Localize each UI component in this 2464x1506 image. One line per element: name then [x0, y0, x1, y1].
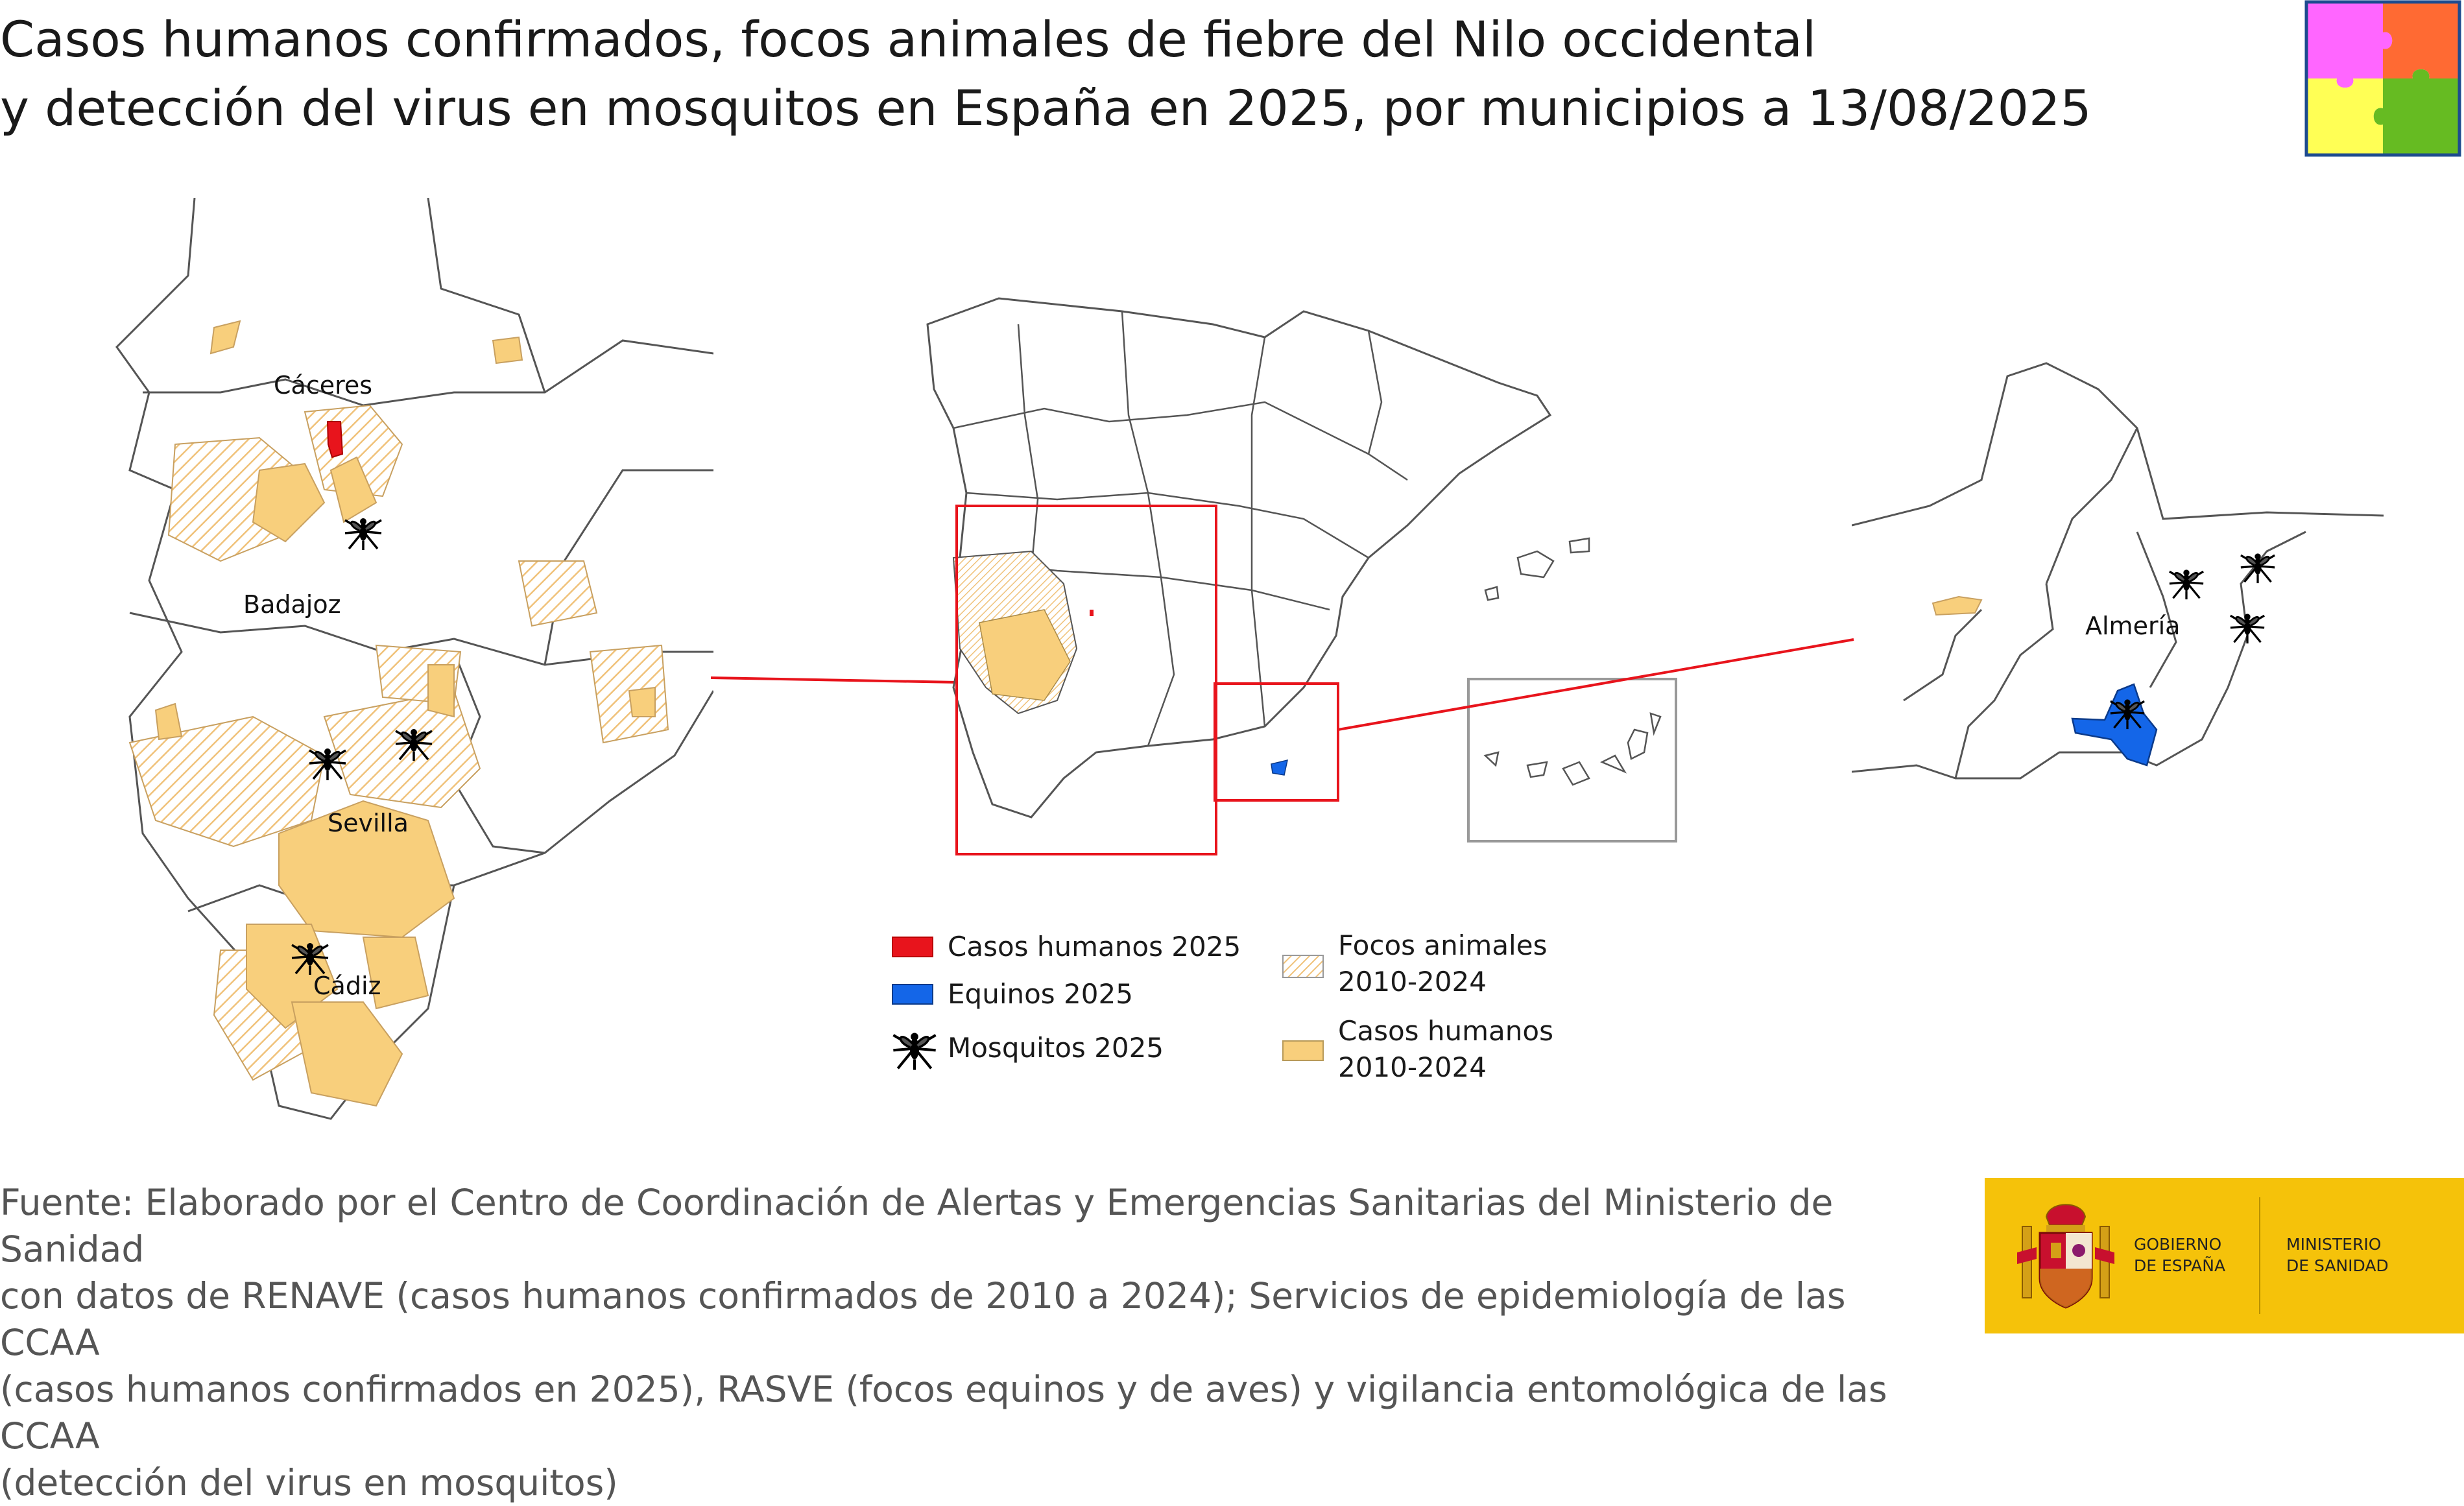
connector-line-almeria: [1338, 638, 1854, 731]
swatch-animal-foci: [1282, 955, 1324, 978]
label-caceres: Cáceres: [274, 371, 372, 400]
legend-label-human-cases-2: 2010-2024: [1338, 1051, 1487, 1083]
legend-label-human-2025: Casos humanos 2025: [948, 931, 1241, 962]
source-line-4: (detección del virus en mosquitos): [0, 1462, 618, 1503]
legend-human-cases-past: Casos humanos 2010-2024: [1282, 1013, 1553, 1086]
detail-map-west: Cáceres Badajoz Sevilla Cádiz: [115, 198, 713, 1120]
detail-map-almeria: Almería: [1852, 362, 2384, 780]
swatch-human-cases-past: [1282, 1040, 1324, 1061]
swatch-equine-2025: [892, 984, 933, 1005]
gov-text: GOBIERNO DE ESPAÑA: [2134, 1234, 2225, 1276]
spain-overview-map: [926, 297, 1677, 855]
legend-animal-foci: Focos animales 2010-2024: [1282, 927, 1547, 1000]
mosquito-icon: [2229, 612, 2266, 645]
legend-label-human-cases-1: Casos humanos: [1338, 1015, 1553, 1047]
mosquito-icon: [2240, 552, 2276, 584]
map-title: Casos humanos confirmados, focos animale…: [0, 5, 2205, 143]
legend-mosquito-2025: Mosquitos 2025: [892, 1030, 1164, 1071]
label-sevilla: Sevilla: [328, 809, 409, 837]
legend-label-animal-foci-2: 2010-2024: [1338, 966, 1487, 998]
swatch-human-2025: [892, 937, 933, 957]
coat-of-arms-icon: [2017, 1204, 2114, 1309]
government-logo: GOBIERNO DE ESPAÑA MINISTERIO DE SANIDAD: [1985, 1178, 2464, 1333]
inset-frame-west: [955, 505, 1217, 855]
label-almeria: Almería: [2085, 612, 2180, 640]
label-badajoz: Badajoz: [243, 590, 341, 619]
source-line-2: con datos de RENAVE (casos humanos confi…: [0, 1275, 1846, 1363]
logo-divider: [2259, 1197, 2260, 1314]
source-note: Fuente: Elaborado por el Centro de Coord…: [0, 1179, 1920, 1506]
puzzle-logo: [2304, 0, 2461, 157]
legend-human-2025: Casos humanos 2025: [892, 929, 1241, 965]
mosquito-icon: [892, 1033, 937, 1070]
legend-label-animal-foci-1: Focos animales: [1338, 929, 1548, 961]
inset-frame-almeria: [1214, 682, 1339, 802]
mosquito-icon: [344, 517, 383, 551]
title-line-1: Casos humanos confirmados, focos animale…: [0, 10, 1817, 68]
title-line-2: y detección del virus en mosquitos en Es…: [0, 79, 2092, 137]
source-line-1: Fuente: Elaborado por el Centro de Coord…: [0, 1182, 1834, 1270]
ministry-text: MINISTERIO DE SANIDAD: [2286, 1234, 2389, 1276]
human-case-2025-caceres: [326, 421, 344, 459]
gov-line-2: DE ESPAÑA: [2134, 1256, 2226, 1275]
ministry-line-1: MINISTERIO: [2286, 1235, 2382, 1254]
gov-line-1: GOBIERNO: [2134, 1235, 2222, 1254]
label-cadiz: Cádiz: [313, 972, 381, 1000]
ministry-line-2: DE SANIDAD: [2286, 1256, 2389, 1275]
mosquito-icon: [2168, 568, 2205, 601]
legend-label-mosquito-2025: Mosquitos 2025: [948, 1032, 1164, 1064]
legend-label-equine-2025: Equinos 2025: [948, 978, 1133, 1010]
source-line-3: (casos humanos confirmados en 2025), RAS…: [0, 1369, 1887, 1457]
connector-line-west: [711, 676, 957, 684]
legend-equine-2025: Equinos 2025: [892, 976, 1133, 1012]
canary-islands-frame: [1467, 678, 1677, 843]
